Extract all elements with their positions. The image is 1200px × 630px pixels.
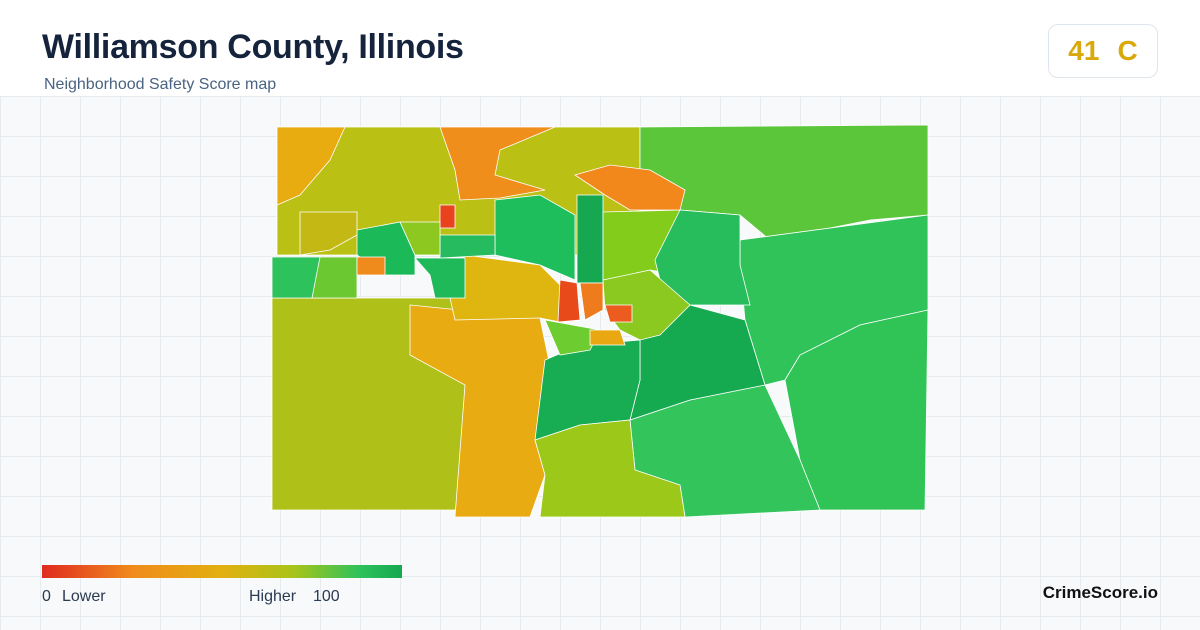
region	[276, 126, 346, 206]
score-value: 41	[1068, 35, 1100, 66]
brand: CrimeScore.io	[1042, 583, 1158, 602]
region	[544, 319, 601, 356]
region	[439, 204, 456, 229]
region	[299, 211, 358, 256]
region	[579, 282, 604, 321]
region	[356, 256, 386, 276]
legend-min: 0	[42, 588, 51, 605]
region	[654, 209, 751, 306]
region	[449, 254, 566, 323]
legend-max: 100	[313, 588, 340, 605]
region	[439, 234, 496, 259]
region	[589, 329, 626, 346]
region	[574, 164, 686, 211]
legend-max-label: Higher	[249, 588, 297, 605]
legend-min-label: Lower	[62, 588, 106, 605]
region	[557, 279, 581, 323]
subtitle: Neighborhood Safety Score map	[44, 76, 277, 93]
region	[604, 304, 633, 323]
region	[534, 419, 686, 518]
region	[399, 221, 441, 256]
title: Williamson County, Illinois	[42, 28, 464, 66]
region	[414, 257, 466, 299]
score-badge: 41 C	[1048, 24, 1158, 78]
region	[409, 304, 556, 518]
region	[439, 126, 556, 201]
region	[576, 194, 604, 284]
score-grade: C	[1117, 35, 1138, 66]
region	[311, 256, 358, 299]
legend-gradient	[42, 565, 402, 578]
